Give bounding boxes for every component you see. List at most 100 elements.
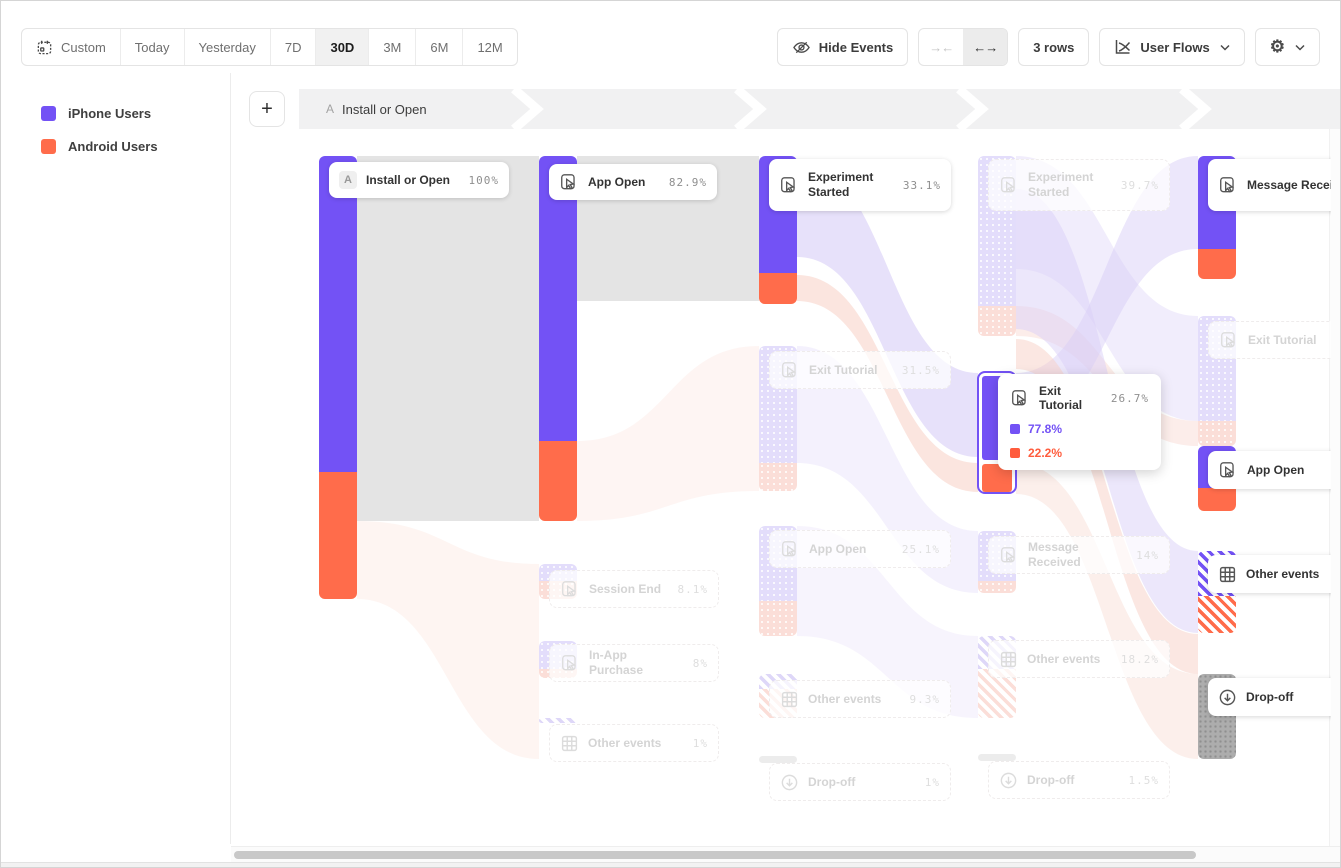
node-in-app-purchase-card[interactable]: In-App Purchase 8% bbox=[549, 644, 719, 682]
hide-events-button[interactable]: Hide Events bbox=[776, 28, 909, 66]
node-label: Exit Tutorial bbox=[809, 362, 878, 377]
node-label: Other events bbox=[808, 691, 882, 706]
tooltip-breakdown-row: 22.2% bbox=[1010, 446, 1149, 460]
date-range-today[interactable]: Today bbox=[119, 29, 184, 65]
node-app-open-card[interactable]: App Open 82.9% bbox=[549, 164, 717, 200]
date-range-6m[interactable]: 6M bbox=[415, 29, 462, 65]
legend-label: iPhone Users bbox=[68, 106, 152, 121]
node-other-events-card[interactable]: Other events 9.3% bbox=[769, 680, 951, 718]
flow-ribbon bbox=[357, 521, 539, 759]
scrollbar-thumb[interactable] bbox=[234, 851, 1196, 859]
node-message-received-card[interactable]: Message Received 14% bbox=[988, 536, 1170, 574]
grid-icon bbox=[780, 690, 799, 709]
node-exit-tutorial-card[interactable]: Exit Tutorial 31.5% bbox=[769, 351, 951, 389]
date-range-label: 30D bbox=[330, 39, 355, 55]
node-drop-off-bar[interactable] bbox=[978, 754, 1016, 761]
breakdown-percent: 22.2% bbox=[1028, 446, 1063, 460]
breakdown-percent: 77.8% bbox=[1028, 422, 1063, 436]
event-icon bbox=[1010, 389, 1030, 408]
node-experiment-started-card[interactable]: Experiment Started 33.1% bbox=[769, 159, 951, 211]
step-label: Install or Open bbox=[342, 101, 427, 117]
date-range-30d[interactable]: 30D bbox=[315, 29, 369, 65]
add-step-button[interactable]: + bbox=[249, 91, 285, 127]
bar-segment bbox=[759, 756, 797, 763]
node-install-or-open-card[interactable]: A Install or Open 100% bbox=[329, 162, 509, 198]
node-other-events-card[interactable]: Other events 18.2% bbox=[988, 640, 1170, 678]
horizontal-scrollbar[interactable] bbox=[231, 846, 1340, 862]
node-install-or-open-bar[interactable] bbox=[319, 156, 357, 599]
node-app-open-card[interactable]: App Open 25.1% bbox=[769, 530, 951, 568]
gear-icon: ⚙ bbox=[1269, 37, 1285, 56]
node-drop-off-bar[interactable] bbox=[759, 756, 797, 763]
collapse-columns-button[interactable]: →← bbox=[929, 39, 954, 55]
event-icon bbox=[779, 176, 799, 195]
event-icon bbox=[1218, 461, 1238, 480]
node-percent: 1% bbox=[692, 736, 708, 750]
node-message-received-card[interactable]: Message Received bbox=[1208, 159, 1331, 211]
node-percent: 1% bbox=[924, 775, 940, 789]
node-other-events-card[interactable]: Other events bbox=[1208, 555, 1331, 593]
eye-off-icon bbox=[792, 39, 811, 56]
bar-segment bbox=[1198, 316, 1236, 421]
node-label: Other events bbox=[1246, 566, 1320, 581]
node-label: App Open bbox=[588, 174, 646, 189]
legend-item[interactable]: iPhone Users bbox=[1, 97, 230, 130]
date-range-picker: Custom Today Yesterday 7D 30D 3M 6M 12M bbox=[21, 28, 518, 66]
series-swatch bbox=[1010, 424, 1020, 434]
expand-columns-button[interactable]: ←→ bbox=[963, 29, 1008, 65]
toolbar-right: Hide Events →← ←→ 3 rows User Flows bbox=[776, 28, 1320, 66]
step-letter: A bbox=[326, 102, 335, 116]
bar-segment bbox=[978, 306, 1016, 336]
node-drop-off-card[interactable]: Drop-off 1.5% bbox=[988, 761, 1170, 799]
legend-item[interactable]: Android Users bbox=[1, 130, 230, 163]
dropoff-icon bbox=[1218, 688, 1237, 707]
flow-link[interactable] bbox=[357, 156, 539, 521]
bar-segment bbox=[1198, 488, 1236, 511]
node-other-events-card[interactable]: Other events 1% bbox=[549, 724, 719, 762]
node-drop-off-card[interactable]: Drop-off bbox=[1208, 678, 1331, 716]
node-app-open-bar[interactable] bbox=[539, 156, 577, 521]
date-range-label: Yesterday bbox=[198, 39, 256, 55]
flow-ribbon bbox=[1016, 339, 1198, 674]
date-range-custom[interactable]: Custom bbox=[22, 29, 120, 65]
node-exit-tutorial-bar[interactable] bbox=[1198, 316, 1236, 446]
node-label: Exit Tutorial bbox=[1248, 332, 1317, 347]
hide-events-label: Hide Events bbox=[818, 39, 894, 55]
view-type-label: User Flows bbox=[1140, 39, 1210, 55]
event-icon bbox=[560, 654, 580, 673]
node-drop-off-card[interactable]: Drop-off 1% bbox=[769, 763, 951, 801]
node-exit-tutorial-card[interactable]: Exit Tutorial bbox=[1208, 321, 1331, 359]
date-range-12m[interactable]: 12M bbox=[462, 29, 516, 65]
node-percent: 8% bbox=[692, 656, 708, 670]
step-header-band[interactable]: A Install or Open bbox=[299, 89, 1340, 129]
date-range-label: 7D bbox=[284, 39, 302, 55]
settings-dropdown[interactable]: ⚙ bbox=[1254, 28, 1320, 66]
bar-segment bbox=[759, 601, 797, 636]
bar-segment bbox=[759, 463, 797, 491]
date-range-3m[interactable]: 3M bbox=[368, 29, 415, 65]
node-percent: 9.3% bbox=[909, 692, 940, 706]
event-icon bbox=[999, 176, 1019, 195]
node-label: Other events bbox=[1027, 651, 1101, 666]
node-percent: 25.1% bbox=[901, 542, 940, 556]
node-session-end-card[interactable]: Session End 8.1% bbox=[549, 570, 719, 608]
dropoff-icon bbox=[780, 773, 799, 792]
node-app-open-card[interactable]: App Open bbox=[1208, 451, 1331, 489]
legend-swatch bbox=[41, 106, 56, 121]
bar-segment bbox=[978, 581, 1016, 593]
view-type-dropdown[interactable]: User Flows bbox=[1099, 28, 1245, 66]
node-label: In-App Purchase bbox=[589, 648, 644, 677]
bar-segment bbox=[319, 156, 357, 472]
legend-sidebar: iPhone Users Android Users bbox=[1, 73, 231, 844]
date-range-7d[interactable]: 7D bbox=[269, 29, 316, 65]
bar-segment bbox=[978, 754, 1016, 761]
legend-label: Android Users bbox=[68, 139, 158, 154]
rows-button[interactable]: 3 rows bbox=[1018, 28, 1090, 66]
node-other-events-bar[interactable] bbox=[539, 718, 577, 723]
tooltip-title: Exit Tutorial bbox=[1039, 384, 1083, 412]
date-range-yesterday[interactable]: Yesterday bbox=[183, 29, 270, 65]
date-range-label: Today bbox=[134, 39, 170, 55]
node-experiment-started-card[interactable]: Experiment Started 39.7% bbox=[988, 159, 1170, 211]
node-label: Message Received bbox=[1247, 177, 1331, 192]
node-label: Experiment Started bbox=[808, 170, 874, 199]
